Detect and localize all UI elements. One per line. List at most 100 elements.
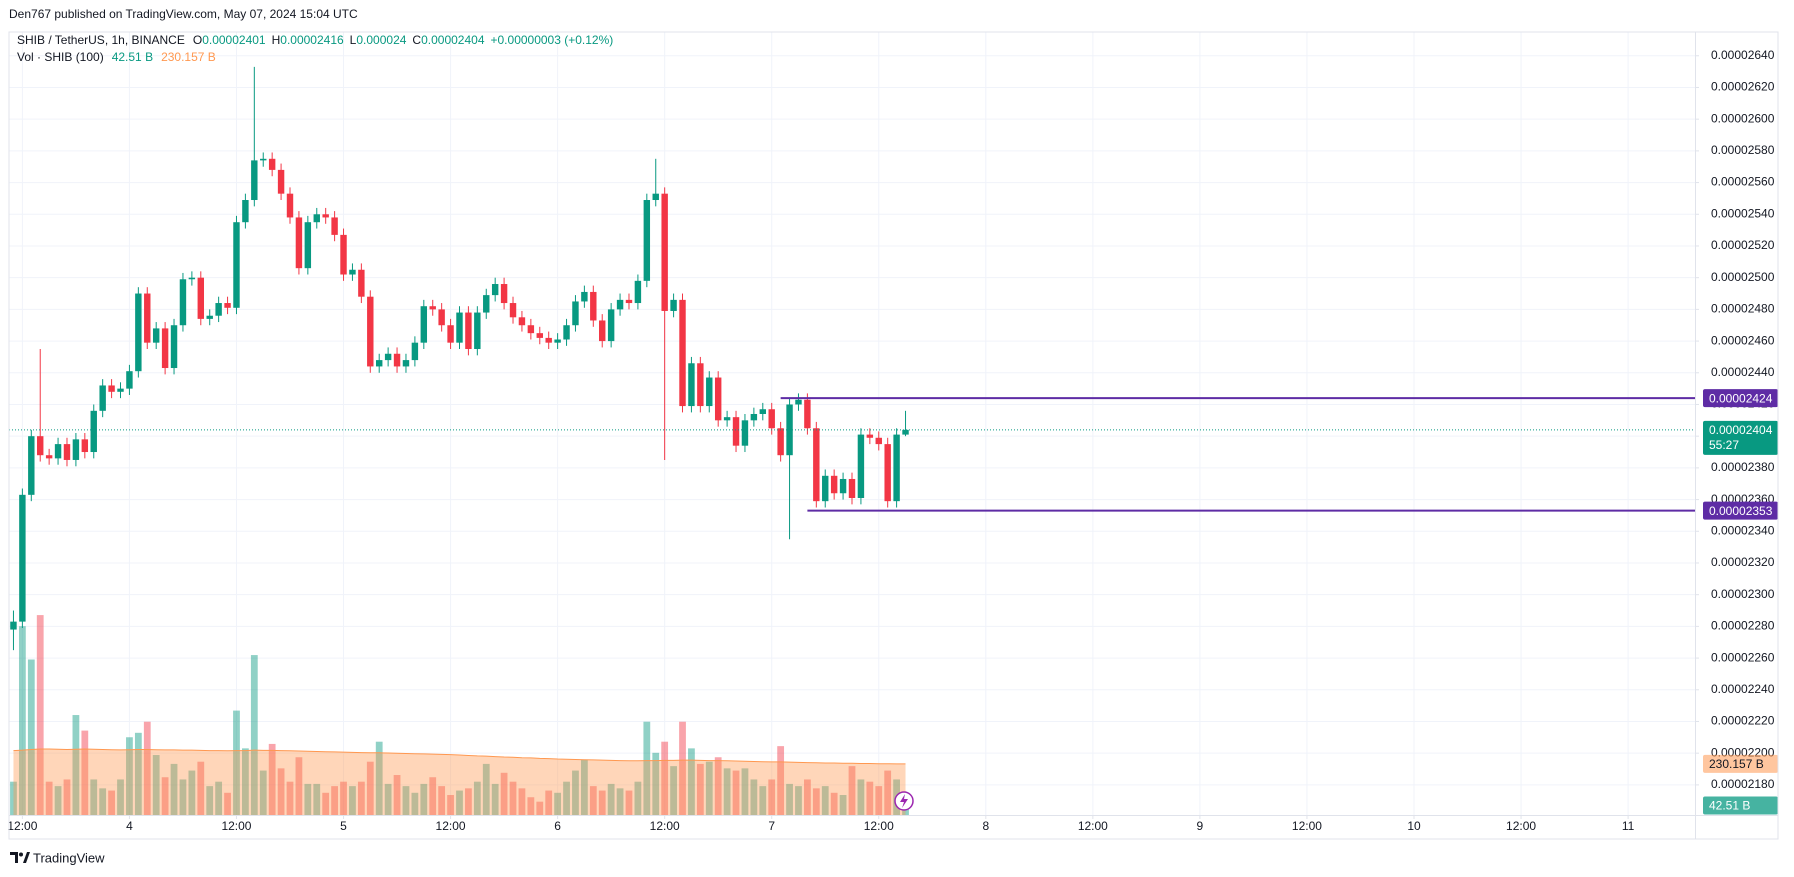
candle-body (260, 158, 267, 161)
candle-body (313, 214, 320, 223)
volume-bar (777, 746, 785, 815)
candle-body (224, 303, 231, 308)
volume-bar (465, 788, 472, 815)
volume-bar (90, 779, 98, 815)
symbol-title: SHIB / TetherUS, 1h, BINANCE (17, 33, 185, 47)
candle-body (652, 193, 659, 201)
candle-body (527, 325, 535, 334)
volume-bar (741, 768, 749, 815)
candle-body (188, 277, 196, 280)
y-tick-label: 0.00002620 (1711, 80, 1775, 94)
volume-ma-badge-label: 230.157 B (1709, 757, 1764, 771)
candle-body (242, 200, 249, 223)
candle-body (367, 296, 374, 367)
volume-bar (759, 786, 767, 815)
volume-ma-badge (1703, 754, 1778, 773)
price-badge (1703, 501, 1778, 520)
volume-bar (750, 779, 758, 815)
volume-bar (491, 783, 499, 815)
bolt-icon[interactable] (894, 791, 914, 811)
volume-bar (679, 721, 686, 815)
candle-body (19, 494, 26, 622)
legend-h-label: H (272, 33, 281, 47)
footer-brand: TradingView (33, 850, 105, 865)
y-tick-label: 0.00002460 (1711, 333, 1775, 347)
volume-bar (598, 790, 606, 815)
candle-body (465, 312, 472, 350)
volume-bar (812, 788, 820, 815)
candle-body (483, 295, 490, 313)
volume-title: Vol · SHIB (100) (17, 50, 104, 64)
candle-body (732, 417, 740, 446)
x-tick-label: 12:00 (864, 819, 894, 833)
candle-body (813, 428, 820, 502)
candle-body (37, 436, 44, 456)
candle-body (135, 293, 142, 372)
candle-body (295, 217, 303, 269)
volume-bar (438, 786, 446, 815)
y-tick-label: 0.00002240 (1711, 682, 1775, 696)
candle-body (277, 169, 285, 194)
x-tick-label: 12:00 (221, 819, 251, 833)
candle-body (714, 377, 722, 421)
volume-bar (456, 790, 463, 815)
volume-bar (643, 721, 651, 815)
volume-bar (179, 779, 187, 815)
bolt-glyph (900, 794, 908, 808)
volume-bar (866, 781, 874, 815)
candle-body (661, 193, 668, 311)
candle-body (126, 371, 133, 389)
candle-body (438, 309, 445, 326)
candle-body (45, 455, 53, 459)
price-badge-label: 0.00002424 (1709, 391, 1773, 405)
candle-body (251, 160, 258, 201)
candle-body (349, 269, 356, 275)
candle-body (331, 217, 338, 235)
volume-bar (72, 715, 80, 815)
candle-body (875, 437, 882, 445)
y-tick-label: 0.00002340 (1711, 523, 1775, 537)
volume-bar (536, 801, 544, 815)
last-price-label: 0.00002404 (1709, 423, 1773, 437)
volume-bar (384, 783, 392, 815)
x-tick-label: 12:00 (650, 819, 680, 833)
candle-body (848, 478, 856, 498)
y-tick-label: 0.00002320 (1711, 555, 1775, 569)
volume-bar (63, 779, 71, 815)
volume-bar (732, 770, 740, 815)
logo-part (23, 852, 30, 863)
volume-bar (366, 761, 374, 815)
overlay-layer: 0.000021800.000022000.000022200.00002240… (7, 48, 1778, 833)
y-tick-label: 0.00002600 (1711, 111, 1775, 125)
candle-body (759, 409, 767, 414)
volume-bar (268, 743, 276, 815)
volume-bar (45, 781, 53, 815)
volume-ma-line (13, 748, 906, 765)
volume-badge (1703, 796, 1778, 815)
candle-body (447, 325, 454, 343)
candle-body (99, 385, 106, 411)
candle-body (358, 269, 365, 297)
candle-layer (10, 66, 909, 651)
y-tick-label: 0.00002520 (1711, 238, 1775, 252)
volume-bar (580, 759, 588, 815)
volume-bar (839, 795, 847, 815)
volume-bar (848, 766, 856, 815)
candle-body (643, 200, 651, 281)
y-tick-label: 0.00002500 (1711, 270, 1775, 284)
x-tick-label: 5 (340, 819, 347, 833)
candle-body (688, 363, 695, 407)
volume-bar (652, 752, 660, 815)
volume-bar (375, 741, 383, 815)
candle-body (572, 301, 579, 326)
candle-body (72, 439, 80, 460)
x-tick-label: 12:00 (1506, 819, 1536, 833)
volume-bar (170, 763, 178, 815)
volume-bar (54, 786, 62, 815)
volume-bar (518, 788, 526, 815)
volume-bar (830, 792, 838, 815)
candle-body (545, 337, 552, 343)
candle-body (616, 299, 624, 310)
candle-body (420, 306, 428, 343)
